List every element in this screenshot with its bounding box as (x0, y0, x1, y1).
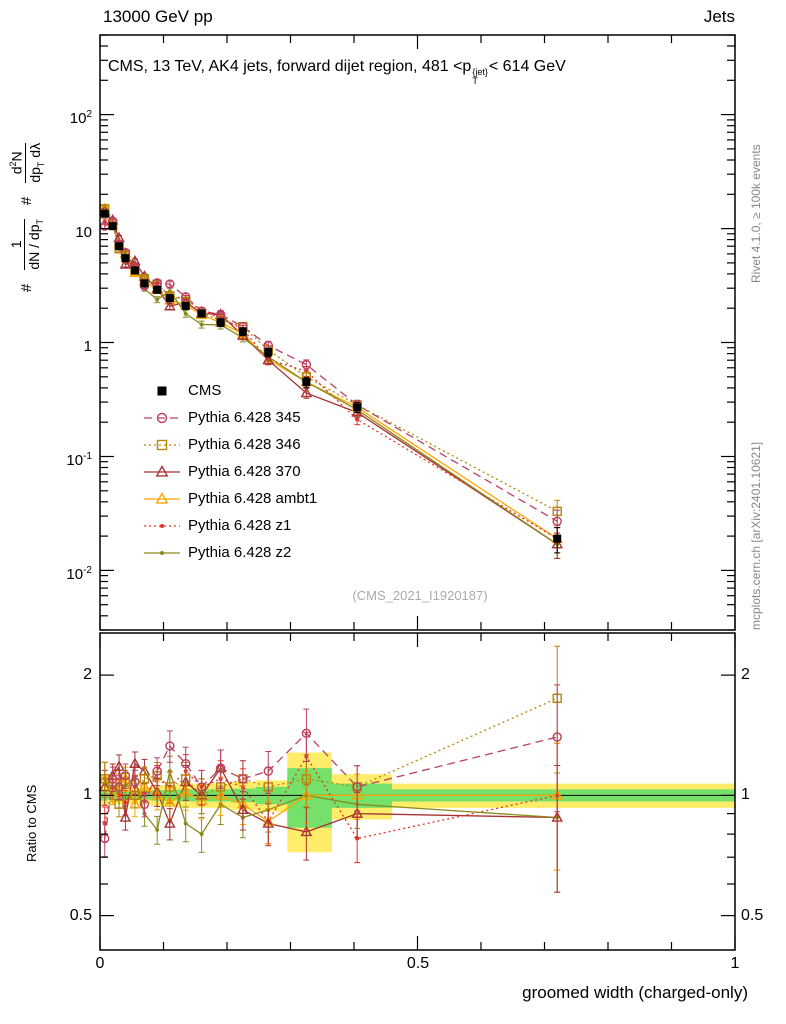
plot-title-text: CMS, 13 TeV, AK4 jets, forward dijet reg… (108, 58, 472, 75)
y-axis-label: # 1 dN / dpT # d2N dpT dλ (8, 142, 46, 292)
mcplots-credit: mcplots.cern.ch [arXiv:2401.10621] (749, 441, 763, 630)
legend-row-cms: CMS (142, 377, 317, 404)
ylabel-frac2-num-sup: 2 (8, 161, 18, 167)
ylabel-frac2-den-sub: T (35, 161, 46, 168)
ratio-tick-label-05-left: 0.5 (69, 907, 92, 924)
legend-label-pythia-ambt1: Pythia 6.428 ambt1 (188, 490, 318, 507)
legend-row-pythia-z1: Pythia 6.428 z1 (142, 512, 317, 539)
pt-subscript: T (472, 76, 478, 86)
y-tick-label-1e-1: 10-1 (66, 451, 92, 469)
plot-title: CMS, 13 TeV, AK4 jets, forward dijet reg… (108, 58, 566, 86)
legend-label-pythia-345: Pythia 6.428 345 (188, 409, 301, 426)
pythia-345-marker-icon (142, 408, 182, 428)
cms-marker-icon (142, 381, 182, 401)
legend-row-pythia-346: Pythia 6.428 346 (142, 431, 317, 458)
x-axis-title: groomed width (charged-only) (522, 983, 748, 1002)
pythia-ambt1-marker-icon (142, 489, 182, 509)
pythia-z2-marker-icon (142, 543, 182, 563)
ylabel-frac2-num-b: N (8, 151, 25, 162)
ylabel-frac2-den: dpT dλ (24, 142, 46, 183)
ratio-tick-label-1-left: 1 (83, 786, 92, 803)
ylabel-fraction-2: d2N dpT dλ (8, 142, 46, 183)
pythia-z1-marker-icon (142, 516, 182, 536)
ratio-tick-label-05-right: 0.5 (741, 907, 764, 924)
pythia-346-marker-icon (142, 435, 182, 455)
pt-superscript: {jet} (472, 67, 488, 77)
ylabel-frac2-den-b: dλ (26, 142, 43, 162)
x-tick-label-05: 0.5 (406, 955, 430, 972)
legend: CMS Pythia 6.428 345 Pythia 6.428 346 Py… (142, 377, 317, 566)
ylabel-frac2-num: d2N (8, 151, 25, 174)
ratio-tick-label-2-left: 2 (83, 666, 92, 683)
legend-row-pythia-ambt1: Pythia 6.428 ambt1 (142, 485, 317, 512)
ylabel-frac1-num: 1 (8, 240, 25, 249)
x-tick-label-1: 1 (730, 955, 740, 972)
y-tick-label-1e-2: 10-2 (66, 565, 92, 583)
plot-title-tail: < 614 GeV (488, 58, 566, 75)
ylabel-hash-2: # (18, 196, 36, 206)
ylabel-frac2-den-a: dp (26, 167, 43, 183)
y-tick-label-1e1: 10 (75, 224, 92, 241)
pythia-370-marker-icon (142, 462, 182, 482)
ylabel-frac2-num-a: d (8, 166, 25, 175)
pt-sup-sub-stack: {jet} T (472, 68, 488, 86)
legend-row-pythia-345: Pythia 6.428 345 (142, 404, 317, 431)
y-tick-label-1: 1 (83, 338, 92, 355)
legend-label-pythia-346: Pythia 6.428 346 (188, 436, 301, 453)
y-tick-label-1e2: 102 (69, 109, 92, 127)
legend-label-cms: CMS (188, 382, 222, 399)
rivet-version-credit: Rivet 4.1.0, ≥ 100k events (749, 144, 763, 283)
legend-row-pythia-370: Pythia 6.428 370 (142, 458, 317, 485)
x-tick-label-0: 0 (95, 955, 105, 972)
ylabel-hash-1: # (18, 283, 36, 292)
legend-label-pythia-z2: Pythia 6.428 z2 (188, 544, 292, 561)
legend-label-pythia-z1: Pythia 6.428 z1 (188, 517, 292, 534)
legend-row-pythia-z2: Pythia 6.428 z2 (142, 539, 317, 566)
legend-label-pythia-370: Pythia 6.428 370 (188, 463, 301, 480)
beam-energy-label: 13000 GeV pp (103, 7, 213, 26)
ratio-tick-label-1-right: 1 (741, 786, 750, 803)
ratio-tick-label-2-right: 2 (741, 666, 750, 683)
analysis-topic-label: Jets (703, 7, 735, 26)
analysis-id-watermark: (CMS_2021_I1920187) (352, 588, 488, 603)
